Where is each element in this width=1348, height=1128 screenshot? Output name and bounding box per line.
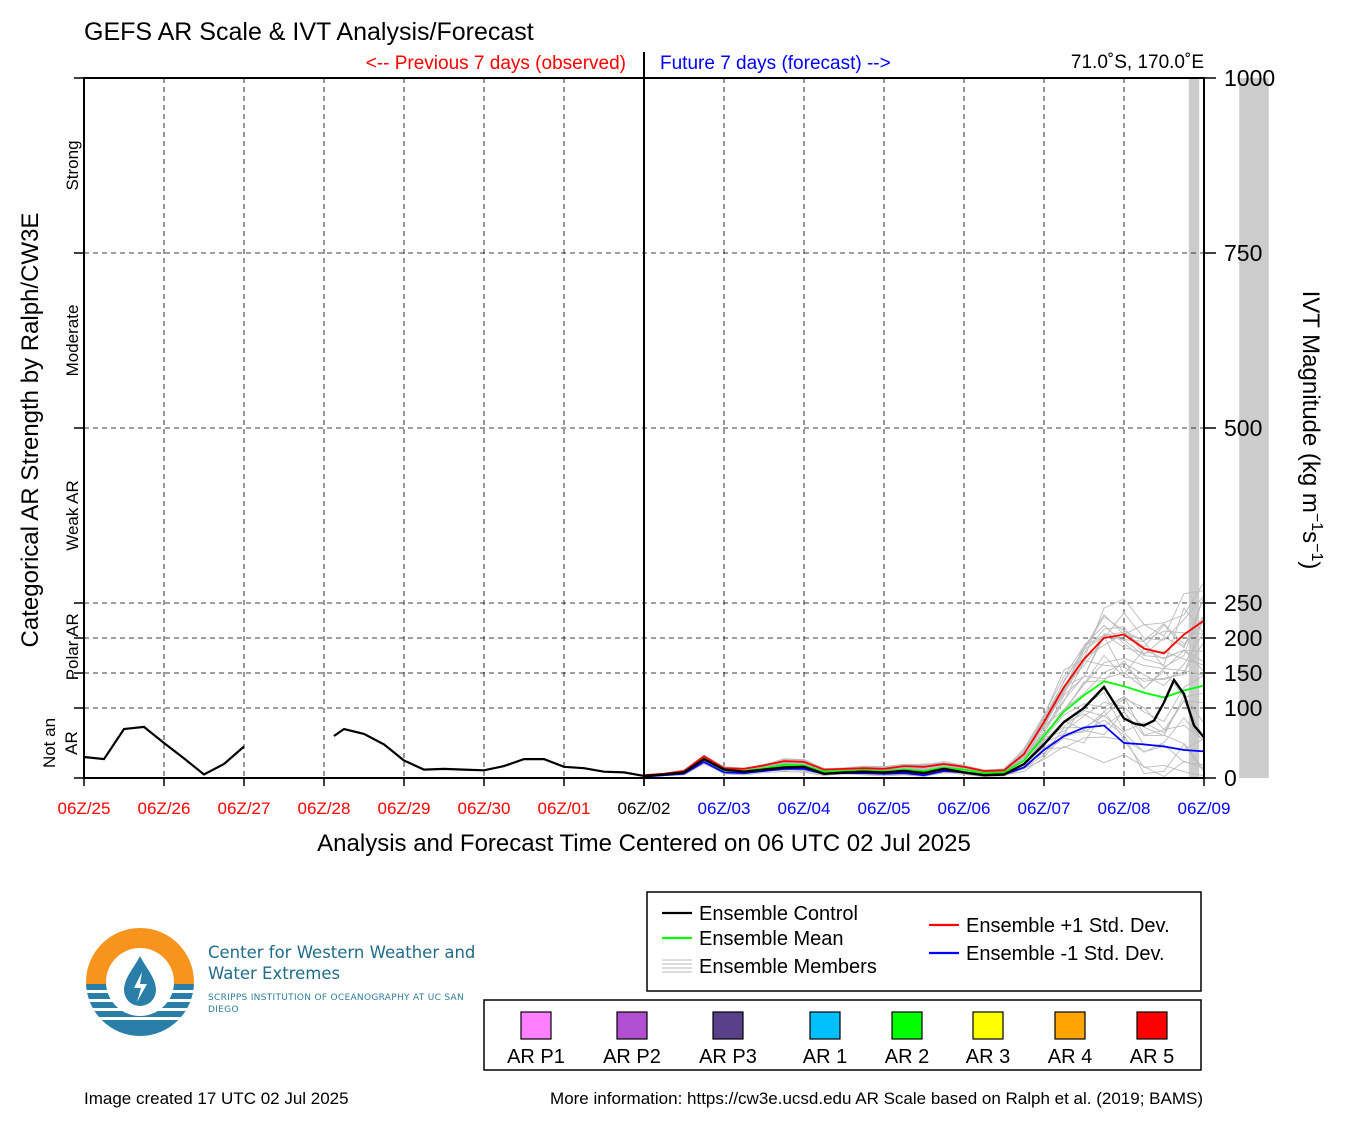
ar-scale-swatch xyxy=(616,1011,648,1040)
shaded-period xyxy=(1239,78,1269,778)
ar-scale-swatch xyxy=(891,1011,923,1040)
created-timestamp: Image created 17 UTC 02 Jul 2025 xyxy=(84,1089,349,1108)
ensemble-member-line xyxy=(643,631,1205,777)
ensemble-meanline xyxy=(643,680,1205,777)
org-name: Center for Western Weather and Water Ext… xyxy=(208,943,476,983)
ar-scale-swatch xyxy=(712,1011,744,1040)
ensemble-members xyxy=(643,581,1205,778)
category-label: Moderate xyxy=(63,305,82,377)
x-tick-label: 06Z/29 xyxy=(378,799,431,818)
y-tick-label: 750 xyxy=(1224,240,1262,266)
x-tick-label: 06Z/06 xyxy=(938,799,991,818)
y-tick-label: 100 xyxy=(1224,695,1262,721)
cw3e-emblem-icon xyxy=(86,928,194,1036)
legend-label: Ensemble Members xyxy=(699,956,877,978)
y-tick-label: 250 xyxy=(1224,590,1262,616)
x-tick-label: 06Z/27 xyxy=(218,799,271,818)
ar-scale-swatch xyxy=(1054,1011,1086,1040)
location-label: 71.0˚S, 170.0˚E xyxy=(1071,52,1204,73)
category-label: Not an AR xyxy=(40,718,81,768)
previous-period-label: <-- Previous 7 days (observed) xyxy=(366,53,626,74)
category-label-line: Not an xyxy=(40,718,59,768)
ensemble-member-line xyxy=(643,581,1205,776)
left-axis-label: Categorical AR Strength by Ralph/CW3E xyxy=(17,213,44,648)
y-tick-label: 0 xyxy=(1224,765,1237,791)
series-legend: Ensemble Control Ensemble Mean Ensemble Me… xyxy=(646,891,1202,992)
y-tick-label: 150 xyxy=(1224,660,1262,686)
observed-ivt-line xyxy=(333,727,645,777)
ensemble-member-line xyxy=(643,632,1205,776)
ar-scale-label: AR P3 xyxy=(699,1046,757,1068)
category-label: Strong xyxy=(63,140,82,190)
ar-scale-swatch xyxy=(809,1011,841,1040)
cw3e-logo: Center for Western Weather and Water Ext… xyxy=(84,926,484,1038)
x-tick-label: 06Z/08 xyxy=(1098,799,1151,818)
chart-title: GEFS AR Scale & IVT Analysis/Forecast xyxy=(84,18,534,46)
x-tick-label: 06Z/26 xyxy=(138,799,191,818)
ar-scale-label: AR 2 xyxy=(885,1046,929,1068)
ar-scale-label: AR 1 xyxy=(803,1046,847,1068)
x-tick-label: 06Z/05 xyxy=(858,799,911,818)
axes xyxy=(83,52,1205,779)
ar-scale-swatch xyxy=(972,1011,1004,1040)
y-tick-label: 1000 xyxy=(1224,65,1275,91)
x-tick-label: 06Z/04 xyxy=(778,799,831,818)
y-tick-label: 200 xyxy=(1224,625,1262,651)
y-tick-label: 500 xyxy=(1224,415,1262,441)
x-tick-label: 06Z/07 xyxy=(1018,799,1071,818)
ensemble-member-line xyxy=(643,630,1205,776)
x-tick-label: 06Z/01 xyxy=(538,799,591,818)
ar-scale-label: AR 4 xyxy=(1048,1046,1092,1068)
ar-scale-swatch xyxy=(520,1011,552,1040)
ensemble-member-line xyxy=(643,674,1205,777)
legend-label: Ensemble Mean xyxy=(699,928,844,950)
right-axis-label: IVT Magnitude (kg m−1s−1) xyxy=(1297,291,1325,570)
ensemble-1-std-dev-line xyxy=(643,724,1205,778)
legend-label: Ensemble +1 Std. Dev. xyxy=(966,915,1170,937)
ensemble-member-line xyxy=(643,660,1205,776)
series-lines xyxy=(83,619,1205,778)
x-tick-label: 06Z/28 xyxy=(298,799,351,818)
ar-scale-label: AR P2 xyxy=(603,1046,661,1068)
ar-scale-legend: AR P1 AR P2 AR P3 AR 1 AR 2 AR 3 AR 4 AR 5 xyxy=(483,999,1202,1071)
ar-scale-label: AR 5 xyxy=(1130,1046,1174,1068)
category-label-line: AR xyxy=(62,731,81,755)
x-tick-label: 06Z/02 xyxy=(618,799,671,818)
legend-label: Ensemble Control xyxy=(699,903,858,925)
category-label: Polar AR xyxy=(63,613,82,680)
x-tick-label: 06Z/25 xyxy=(58,799,111,818)
tick-labels: 06Z/25 06Z/26 06Z/27 06Z/28 06Z/29 06Z/30 06Z/… xyxy=(40,65,1275,818)
legend-label: Ensemble -1 Std. Dev. xyxy=(966,943,1165,965)
x-tick-label: 06Z/03 xyxy=(698,799,751,818)
ensemble-1-std-dev-line xyxy=(643,619,1205,777)
ar-scale-swatch xyxy=(1136,1011,1168,1040)
ensemble-member-line xyxy=(643,633,1205,777)
ar-scale-label: AR 3 xyxy=(966,1046,1010,1068)
x-tick-label: 06Z/09 xyxy=(1178,799,1231,818)
future-period-label: Future 7 days (forecast) --> xyxy=(660,53,891,74)
org-subtitle: SCRIPPS INSTITUTION OF OCEANOGRAPHY AT U… xyxy=(208,993,465,1015)
ensemble-member-line xyxy=(643,641,1205,776)
x-axis-label: Analysis and Forecast Time Centered on 0… xyxy=(317,830,971,857)
category-label: Weak AR xyxy=(63,480,82,551)
ar-scale-label: AR P1 xyxy=(507,1046,565,1068)
x-tick-label: 06Z/30 xyxy=(458,799,511,818)
more-info-text: More information: https://cw3e.ucsd.edu … xyxy=(550,1089,1203,1108)
observed-ivt-line xyxy=(83,725,245,776)
ensemble-controlline xyxy=(643,677,1205,778)
